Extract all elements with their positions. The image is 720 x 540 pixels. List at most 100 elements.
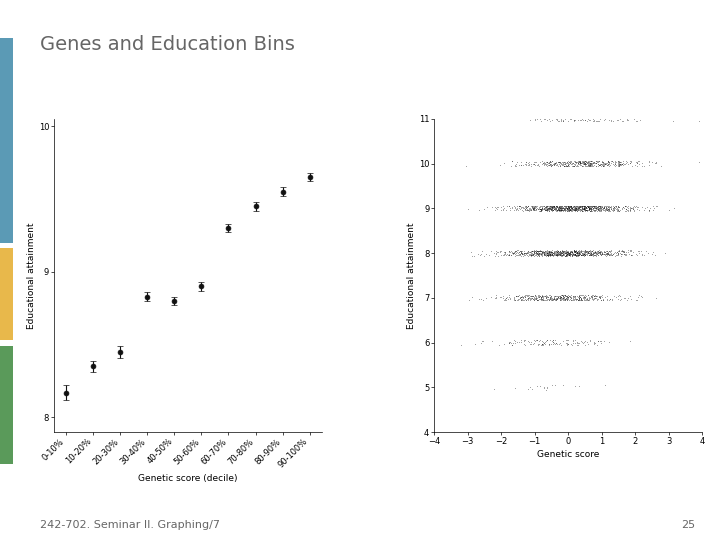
Point xyxy=(528,246,539,255)
Point xyxy=(539,247,550,255)
Point xyxy=(565,292,577,301)
Point xyxy=(624,206,636,214)
Point xyxy=(544,203,556,212)
Point xyxy=(563,201,575,210)
Point xyxy=(561,205,572,213)
Point xyxy=(528,250,539,259)
Point xyxy=(593,336,604,345)
Point xyxy=(546,161,558,170)
Point xyxy=(510,248,521,256)
Point xyxy=(489,251,500,260)
Point xyxy=(516,296,527,305)
Point xyxy=(528,202,540,211)
Point xyxy=(557,249,568,258)
Point xyxy=(612,294,624,303)
Point xyxy=(532,292,544,300)
Point xyxy=(577,338,588,346)
Point xyxy=(557,246,569,255)
Point xyxy=(528,158,540,166)
Point xyxy=(590,157,602,165)
Point xyxy=(610,248,621,256)
Point xyxy=(638,251,649,259)
Point xyxy=(515,250,526,259)
Point xyxy=(510,291,522,300)
Point xyxy=(616,249,628,258)
Point xyxy=(572,338,583,346)
Point xyxy=(585,158,596,167)
Point xyxy=(567,295,579,304)
Point xyxy=(560,294,572,302)
Point xyxy=(538,248,549,256)
Point xyxy=(508,293,520,301)
Point xyxy=(596,250,608,259)
Point xyxy=(577,250,588,259)
Point xyxy=(535,206,546,214)
Point xyxy=(546,246,557,255)
Point xyxy=(550,158,562,166)
Point xyxy=(638,162,649,171)
Point xyxy=(563,204,575,213)
Point xyxy=(502,293,513,301)
Point xyxy=(577,250,589,259)
Point xyxy=(536,204,547,213)
Point xyxy=(562,291,574,300)
Point xyxy=(577,205,588,213)
Point xyxy=(521,201,532,210)
Point xyxy=(562,161,573,170)
Point xyxy=(515,248,526,256)
Point xyxy=(551,247,562,255)
Point xyxy=(524,291,536,300)
Point xyxy=(584,203,595,212)
Point xyxy=(564,251,575,259)
Point xyxy=(552,248,564,256)
Point xyxy=(505,337,516,346)
Point xyxy=(541,249,553,258)
Point xyxy=(553,339,564,348)
Text: 242-702. Seminar II. Graphing/7: 242-702. Seminar II. Graphing/7 xyxy=(40,520,220,530)
Point xyxy=(572,204,584,212)
Point xyxy=(530,247,541,256)
Point xyxy=(558,337,570,346)
Point xyxy=(543,247,554,255)
Point xyxy=(546,249,557,258)
Point xyxy=(600,251,611,260)
Point xyxy=(611,248,622,257)
Point xyxy=(540,249,552,258)
Point xyxy=(564,114,575,123)
Point xyxy=(539,249,550,258)
Point xyxy=(534,248,545,257)
Point xyxy=(556,291,567,300)
Point xyxy=(611,292,622,301)
Point xyxy=(587,205,598,213)
Point xyxy=(546,206,558,215)
Point xyxy=(549,204,560,213)
Point xyxy=(503,251,514,259)
Point xyxy=(536,250,548,259)
Point xyxy=(551,114,562,123)
Point xyxy=(588,339,600,347)
Point xyxy=(616,246,627,255)
Point xyxy=(584,161,595,170)
Point xyxy=(559,204,570,213)
Point xyxy=(541,251,553,260)
Point xyxy=(582,201,593,210)
Point xyxy=(601,206,613,215)
Point xyxy=(540,158,552,167)
Point xyxy=(529,116,541,124)
Point xyxy=(546,251,558,259)
Point xyxy=(595,202,606,211)
Point xyxy=(572,249,584,258)
Point xyxy=(546,161,557,170)
Point xyxy=(562,292,573,300)
Point xyxy=(602,205,613,213)
Point xyxy=(566,247,577,256)
Point xyxy=(535,205,546,213)
Point xyxy=(534,247,545,255)
Point xyxy=(565,294,577,302)
Point xyxy=(548,201,559,210)
Point xyxy=(552,158,564,167)
Point xyxy=(578,205,590,213)
Point xyxy=(555,251,567,260)
Point xyxy=(512,292,523,300)
Point xyxy=(624,336,636,345)
